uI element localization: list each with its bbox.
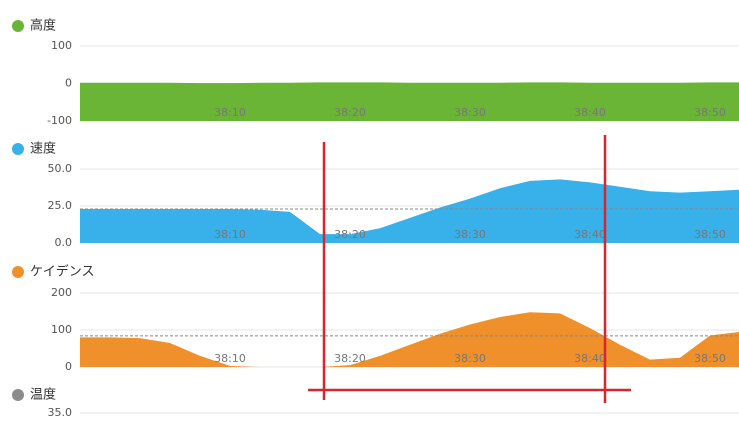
x-tick-label: 38:40 (574, 106, 606, 119)
y-tick-label: 0 (65, 77, 72, 90)
legend-dot (12, 266, 24, 278)
legend-dot (12, 389, 24, 401)
x-tick-label: 38:40 (574, 352, 606, 365)
y-tick-label: 50.0 (48, 162, 73, 175)
y-tick-label: 200 (51, 286, 72, 299)
x-tick-label: 38:50 (694, 352, 726, 365)
chart-title: 温度 (30, 387, 56, 403)
x-tick-label: 38:40 (574, 228, 606, 241)
x-tick-label: 38:30 (454, 352, 486, 365)
x-tick-label: 38:50 (694, 106, 726, 119)
x-tick-label: 38:20 (334, 352, 366, 365)
y-tick-label: -100 (47, 114, 72, 127)
x-tick-label: 38:10 (214, 352, 246, 365)
x-tick-label: 38:30 (454, 106, 486, 119)
legend-dot (12, 20, 24, 32)
charts: 高度 -100 0 100 38:10 38:20 38:30 38:40 38:50 速度 0.0… (12, 18, 739, 419)
y-tick-label: 0 (65, 360, 72, 373)
x-tick-label: 38:10 (214, 228, 246, 241)
area (80, 82, 739, 121)
x-tick-label: 38:20 (334, 106, 366, 119)
chart-title: 高度 (30, 18, 56, 34)
area (80, 179, 739, 243)
y-tick-label: 0.0 (55, 236, 73, 249)
chart-title: 速度 (30, 141, 56, 157)
legend-dot (12, 143, 24, 155)
selection-overlay (308, 135, 631, 403)
y-tick-label: 25.0 (48, 199, 73, 212)
x-tick-label: 38:30 (454, 228, 486, 241)
x-tick-label: 38:50 (694, 228, 726, 241)
y-tick-label: 100 (51, 39, 72, 52)
x-tick-label: 38:20 (334, 228, 366, 241)
x-tick-label: 38:10 (214, 106, 246, 119)
chart-title: ケイデンス (30, 264, 94, 280)
y-tick-label: 35.0 (48, 406, 73, 419)
y-tick-label: 100 (51, 323, 72, 336)
area (80, 312, 739, 367)
